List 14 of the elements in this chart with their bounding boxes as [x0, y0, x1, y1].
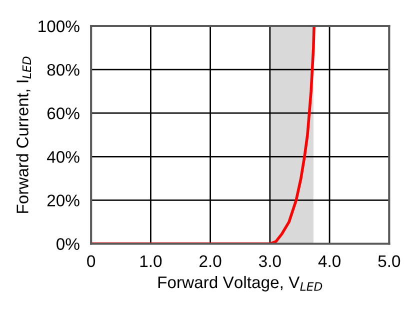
y-tick-label: 40% — [46, 151, 80, 163]
y-tick-label: 0% — [56, 238, 80, 250]
y-axis-title: Forward Current, I$_{LED}$ — [16, 56, 31, 213]
x-tick-label: 4.0 — [318, 255, 340, 268]
x-tick-label: 5.0 — [378, 255, 400, 268]
x-tick-label: 0 — [87, 255, 96, 268]
x-tick-label: 3.0 — [258, 255, 281, 268]
y-tick-label: 100% — [38, 20, 80, 32]
x-tick-label: 1.0 — [140, 255, 162, 268]
y-tick-label: 80% — [47, 64, 80, 76]
x-tick-label: 2.0 — [200, 255, 222, 268]
y-tick-label: 20% — [47, 194, 80, 206]
y-tick-label: 60% — [47, 108, 80, 120]
x-axis-title: Forward Voltage, V$_{LED}$ — [158, 276, 322, 292]
